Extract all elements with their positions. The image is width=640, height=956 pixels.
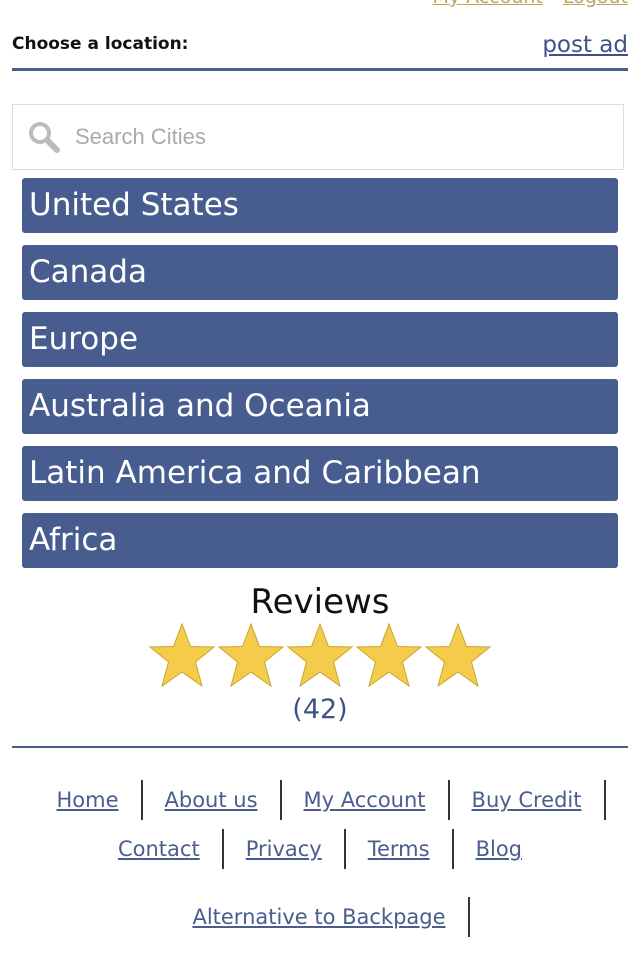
logout-link[interactable]: Logout — [563, 0, 628, 8]
footer-contact-link[interactable]: Contact — [96, 829, 224, 869]
reviews-section: Reviews (42) — [0, 582, 640, 725]
footer-row-2: Contact Privacy Terms Blog — [0, 829, 640, 869]
post-ad-link[interactable]: post ad — [542, 32, 628, 58]
search-icon — [29, 122, 60, 153]
footer-blog-link[interactable]: Blog — [475, 837, 522, 861]
star-icon — [286, 622, 354, 688]
region-latin-america[interactable]: Latin America and Caribbean — [22, 446, 618, 501]
region-europe[interactable]: Europe — [22, 312, 618, 367]
footer-row-1: Home About us My Account Buy Credit — [0, 780, 640, 820]
footer-buy-credit-link[interactable]: Buy Credit — [450, 780, 606, 820]
star-icon — [424, 622, 492, 688]
top-links: My Account Logout — [418, 0, 628, 8]
footer-alternative-link[interactable]: Alternative to Backpage — [170, 897, 470, 937]
star-rating — [0, 622, 640, 692]
header: Choose a location: post ad — [12, 30, 628, 71]
region-list: United States Canada Europe Australia an… — [22, 178, 618, 580]
star-icon — [355, 622, 423, 688]
star-icon — [217, 622, 285, 688]
search-input[interactable] — [73, 123, 577, 151]
my-account-link[interactable]: My Account — [432, 0, 542, 8]
region-africa[interactable]: Africa — [22, 513, 618, 568]
page-title: Choose a location: — [12, 34, 189, 54]
search-box[interactable] — [12, 104, 624, 170]
region-united-states[interactable]: United States — [22, 178, 618, 233]
footer-row-3: Alternative to Backpage — [0, 897, 640, 937]
star-icon — [148, 622, 216, 688]
divider — [12, 746, 628, 748]
footer-privacy-link[interactable]: Privacy — [224, 829, 346, 869]
region-canada[interactable]: Canada — [22, 245, 618, 300]
footer-about-link[interactable]: About us — [143, 780, 282, 820]
footer-home-link[interactable]: Home — [34, 780, 143, 820]
region-australia-oceania[interactable]: Australia and Oceania — [22, 379, 618, 434]
footer-terms-link[interactable]: Terms — [346, 829, 454, 869]
reviews-title: Reviews — [250, 582, 390, 622]
footer-my-account-link[interactable]: My Account — [282, 780, 450, 820]
review-count[interactable]: (42) — [292, 694, 348, 725]
